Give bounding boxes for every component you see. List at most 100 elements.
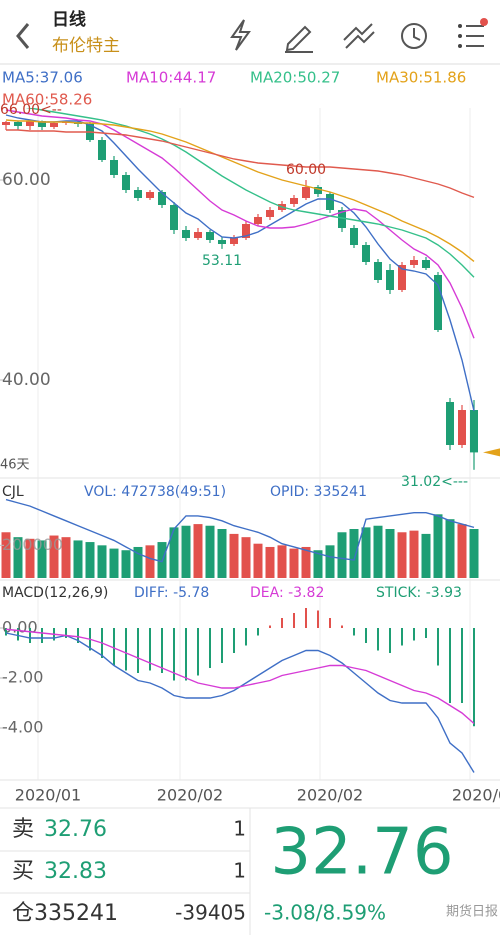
volume-bar [457,524,467,578]
candle-body [146,192,154,198]
volume-bar [445,519,455,578]
quote-label: 买 [12,859,34,884]
panel-frames [0,477,500,935]
quote-qty: 1 [233,859,246,883]
volume-bar [145,545,155,578]
candle-body [110,160,118,175]
series-legend: STICK: -3.93 [376,585,462,601]
candle-body [350,228,358,245]
series-legend: DIFF: -5.78 [134,585,209,601]
candle-body [242,224,250,238]
volume-bar [313,550,323,578]
volume-bar [265,546,275,578]
volume-bar [433,514,443,578]
volume-bar [385,529,395,578]
panel-title: MACD(12,26,9) [2,585,108,601]
date-label: 2020/0 [452,786,500,805]
candle-body [134,190,142,198]
volume-bar [325,545,335,578]
volume-bar [349,529,359,578]
menu-icon[interactable] [466,25,484,47]
price-plot [2,108,478,470]
candle-body [170,205,178,230]
quote-label: 仓 [12,901,34,926]
ma-legend: MA60:58.26 [2,91,92,109]
candle-body [254,217,262,224]
volume-bar [133,546,143,578]
candle-body [206,232,214,240]
ma-legend: MA20:50.27 [250,69,340,87]
quote-qty: -39405 [175,901,246,925]
draw-icon[interactable] [285,25,313,53]
candle-body [362,245,370,262]
volume-bar [229,533,239,578]
volume-bar [421,533,431,578]
price-annotation: 66.00<-- [0,102,62,118]
menu-dots [458,24,462,48]
flash-icon[interactable] [230,19,251,51]
clock-icon[interactable] [401,23,427,49]
candle-body [2,122,10,125]
candle-body [290,198,298,204]
indicator-icon[interactable] [343,23,375,49]
candle-body [158,192,166,205]
panel-title: CJL [2,484,24,500]
ma-legend: MA10:44.17 [126,69,216,87]
date-label: 2020/02 [297,786,363,805]
candle-body [122,175,130,190]
volume-bar [241,537,251,578]
candle-body [398,265,406,290]
volume-bar [49,535,59,578]
volume-bar [121,550,131,578]
candle-body [218,240,226,244]
period-label: 46天 [0,458,30,473]
candle-body [434,275,442,330]
volume-bar [397,532,407,578]
candle-body [410,260,418,265]
candle-body [194,232,202,238]
y-tick-label: -2.00 [2,668,43,687]
badge [480,18,488,26]
volume-bar [469,529,479,578]
quote-price: 335241 [34,901,118,926]
page-title: 日线 [52,9,86,30]
volume-bar [193,524,203,578]
ma-legend: MA30:51.86 [376,69,466,87]
y-tick-label: 40.00 [2,370,51,390]
candle-body [374,262,382,280]
candle-body [266,210,274,217]
candle-body [470,410,478,453]
volume-bar [25,538,35,578]
candle-body [422,260,430,268]
price-annotation: 31.02<--- [401,474,468,490]
ma-line [5,109,475,339]
price-change: -3.08/8.59% [264,901,386,925]
back-button[interactable] [16,23,30,49]
date-label: 2020/02 [157,786,223,805]
quote-qty: 1 [233,817,246,841]
y-tick-label: -4.00 [2,718,43,737]
volume-bar [301,546,311,578]
candle-body [314,187,322,194]
candle-body [98,140,106,160]
volume-bar [337,532,347,578]
volume-bar [361,527,371,578]
open-interest-line [5,498,475,563]
clock-hand [413,28,421,41]
volume-bar [253,543,263,578]
last-price-marker [483,448,500,457]
volume-bar [277,545,287,578]
volume-bar [73,540,83,578]
volume-bar [85,542,95,578]
contract-name: 布伦特主 [52,36,120,56]
volume-bar [217,529,227,578]
price-annotation: 60.00 [286,162,326,178]
series-legend: DEA: -3.82 [250,585,324,601]
last-price: 32.76 [270,816,453,890]
quote-price: 32.83 [44,859,107,884]
volume-bar [97,545,107,578]
y-tick-label: 60.00 [2,170,51,190]
candle-body [302,187,310,198]
